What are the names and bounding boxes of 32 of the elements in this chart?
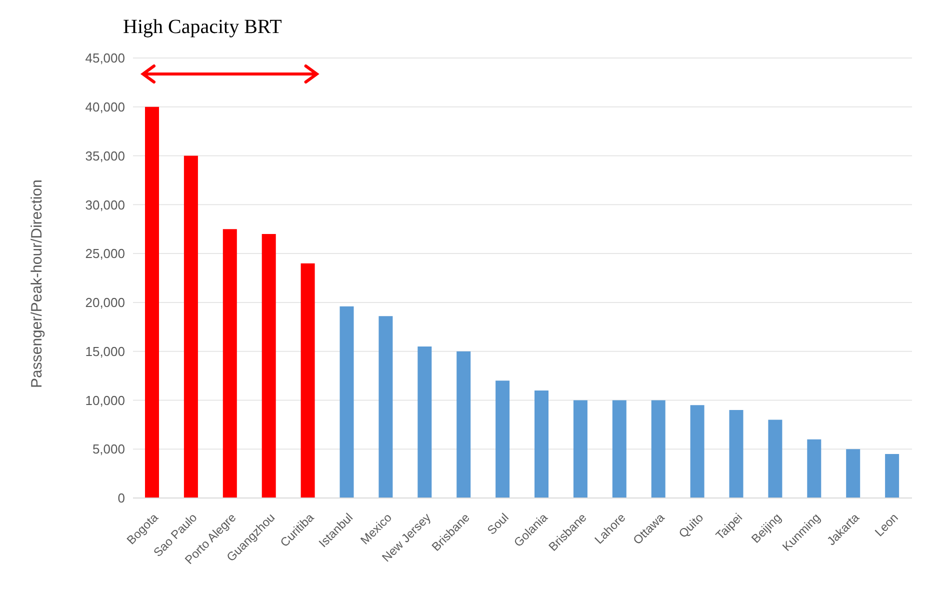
bar bbox=[456, 351, 471, 498]
y-tick-label: 45,000 bbox=[85, 50, 125, 66]
bar bbox=[300, 263, 315, 498]
y-axis-title: Passenger/Peak-hour/Direction bbox=[28, 180, 46, 388]
y-tick-label: 40,000 bbox=[85, 100, 125, 115]
bar bbox=[534, 390, 548, 498]
bar bbox=[378, 316, 393, 498]
bar bbox=[262, 234, 276, 498]
y-tick-label: 20,000 bbox=[85, 295, 125, 310]
bar bbox=[768, 420, 782, 498]
bar bbox=[340, 306, 354, 498]
bar bbox=[612, 400, 626, 498]
bar bbox=[885, 454, 900, 498]
y-tick-label: 25,000 bbox=[85, 246, 125, 262]
bar bbox=[222, 229, 237, 498]
bar bbox=[573, 400, 588, 498]
y-tick-label: 15,000 bbox=[85, 344, 125, 359]
y-tick-label: 5,000 bbox=[92, 442, 125, 457]
bar bbox=[651, 400, 666, 498]
y-tick-label: 30,000 bbox=[85, 197, 125, 212]
bar bbox=[729, 410, 744, 498]
bar bbox=[418, 346, 432, 498]
y-tick-label: 10,000 bbox=[85, 392, 125, 408]
y-tick-label: 0 bbox=[118, 490, 125, 506]
bar bbox=[496, 380, 510, 498]
bar bbox=[807, 439, 822, 498]
bar bbox=[846, 449, 860, 498]
bar bbox=[184, 156, 198, 498]
bar bbox=[690, 405, 704, 498]
bar bbox=[145, 106, 159, 498]
text: High Capacity BRT bbox=[123, 16, 282, 39]
y-tick-label: 35,000 bbox=[85, 148, 125, 164]
